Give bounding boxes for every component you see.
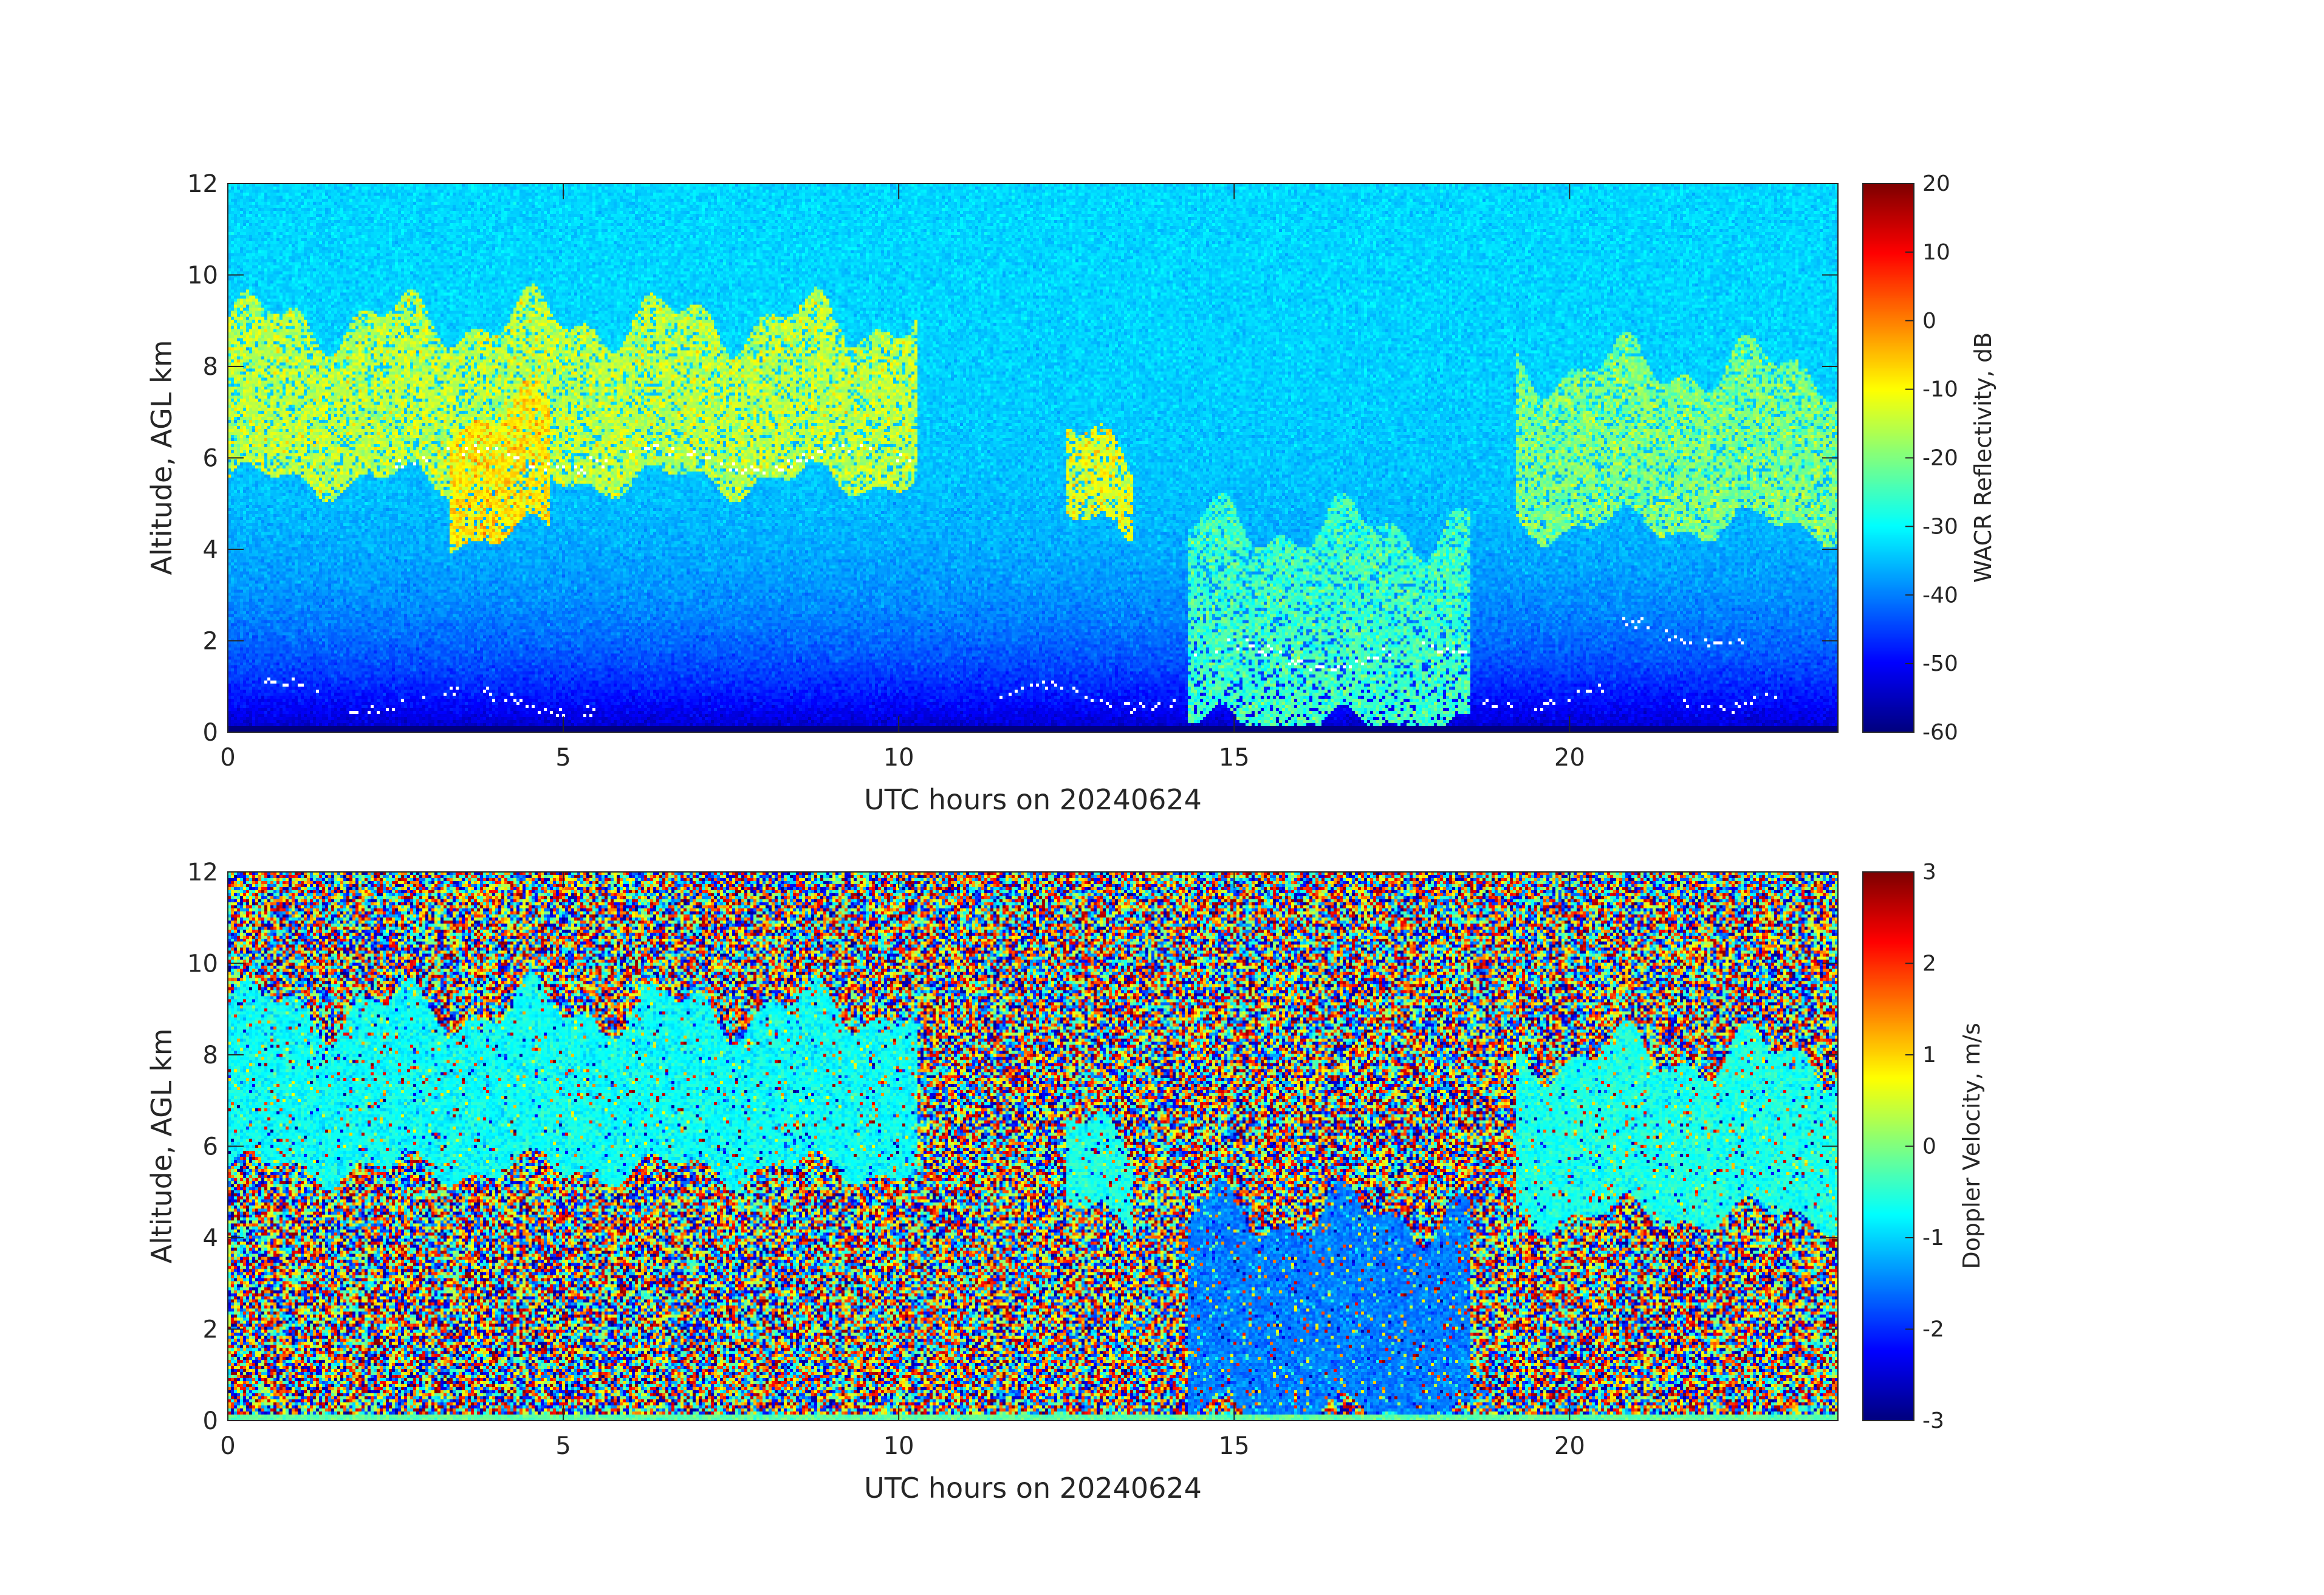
colorbar-tick-label: -50 <box>1922 651 1958 676</box>
colorbar-tick-label: -2 <box>1922 1317 1944 1342</box>
velocity-y-axis-title: Altitude, AGL km <box>145 1028 178 1263</box>
y-tick-label: 6 <box>203 1133 218 1161</box>
colorbar-tick-label: -40 <box>1922 583 1958 608</box>
colorbar-tick-label: -1 <box>1922 1226 1944 1250</box>
velocity-colorbar-ticks: 3 2 1 0 -1 -2 -3 <box>1905 860 1944 1433</box>
reflectivity-y-axis-title: Altitude, AGL km <box>145 340 178 575</box>
y-tick-label: 12 <box>187 859 218 887</box>
y-tick-label: 4 <box>203 1224 218 1252</box>
reflectivity-x-axis-title: UTC hours on 20240624 <box>864 783 1202 816</box>
colorbar-tick-label: -3 <box>1922 1408 1944 1433</box>
x-tick-label: 5 <box>555 744 571 772</box>
x-tick-label: 10 <box>883 744 914 772</box>
y-tick-label: 6 <box>203 445 218 473</box>
colorbar-tick-label: 2 <box>1922 952 1936 976</box>
colorbar-tick-label: -10 <box>1922 377 1958 402</box>
y-tick-label: 8 <box>203 1041 218 1069</box>
colorbar-tick-label: 0 <box>1922 309 1936 334</box>
y-tick-label: 0 <box>203 1407 218 1435</box>
x-tick-label: 15 <box>1219 1432 1250 1460</box>
velocity-x-axis-title: UTC hours on 20240624 <box>864 1472 1202 1504</box>
x-tick-label: 20 <box>1554 744 1585 772</box>
reflectivity-heatmap <box>228 184 1838 732</box>
x-tick-label: 15 <box>1219 744 1250 772</box>
reflectivity-x-ticks: 0 5 10 15 20 <box>220 184 1585 772</box>
reflectivity-image-frame <box>228 184 1838 732</box>
colorbar-tick-label: 1 <box>1922 1043 1936 1068</box>
y-tick-label: 10 <box>187 950 218 978</box>
velocity-image-frame <box>228 872 1838 1421</box>
colorbar-tick-label: -60 <box>1922 720 1958 745</box>
velocity-x-ticks: 0 5 10 15 20 <box>220 872 1585 1460</box>
panel-reflectivity: 0 5 10 15 20 0 2 4 6 8 10 12 UTC hours on 20240624… <box>145 170 1997 816</box>
y-tick-label: 8 <box>203 353 218 381</box>
y-tick-label: 4 <box>203 536 218 564</box>
colorbar-tick-label: 3 <box>1922 860 1936 885</box>
x-tick-label: 5 <box>555 1432 571 1460</box>
y-tick-label: 0 <box>203 719 218 747</box>
x-tick-label: 0 <box>220 1432 235 1460</box>
velocity-y-ticks: 0 2 4 6 8 10 12 <box>187 859 1838 1435</box>
x-tick-label: 20 <box>1554 1432 1585 1460</box>
y-tick-label: 2 <box>203 628 218 656</box>
colorbar-tick-label: 20 <box>1922 171 1950 196</box>
x-tick-label: 10 <box>883 1432 914 1460</box>
y-tick-label: 10 <box>187 262 218 290</box>
velocity-heatmap <box>228 872 1838 1421</box>
y-tick-label: 12 <box>187 170 218 198</box>
colorbar-tick-label: -30 <box>1922 514 1958 539</box>
colorbar-tick-label: 0 <box>1922 1134 1936 1159</box>
reflectivity-colorbar-ticks: 20 10 0 -10 -20 -30 -40 -50 -60 <box>1905 171 1958 745</box>
y-tick-label: 2 <box>203 1316 218 1344</box>
colorbar-tick-label: -20 <box>1922 446 1958 471</box>
x-tick-label: 0 <box>220 744 235 772</box>
reflectivity-y-ticks: 0 2 4 6 8 10 12 <box>187 170 1838 747</box>
reflectivity-colorbar-title: WACR Reflectivity, dB <box>1970 332 1997 583</box>
velocity-colorbar-title: Doppler Velocity, m/s <box>1958 1023 1985 1269</box>
colorbar-tick-label: 10 <box>1922 240 1950 265</box>
